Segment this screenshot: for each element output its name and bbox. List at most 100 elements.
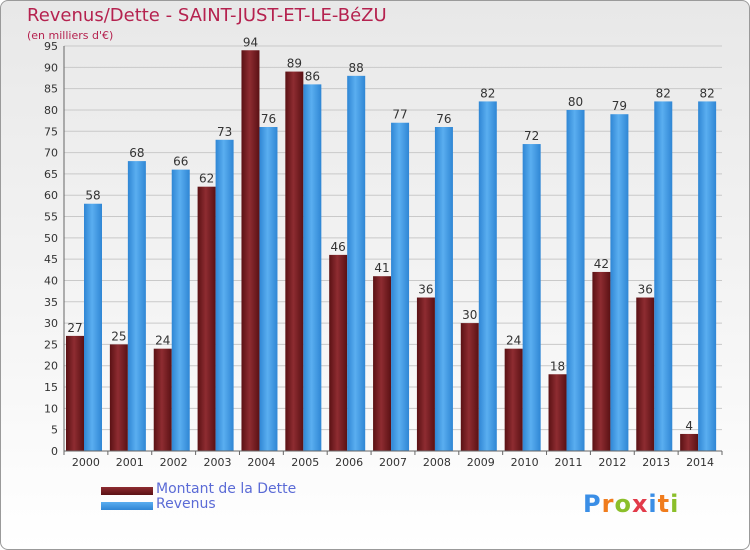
- x-tick-label: 2005: [291, 456, 319, 469]
- bar-revenus: [610, 114, 629, 452]
- bar-revenus: [478, 101, 497, 451]
- bar-revenus: [347, 75, 366, 451]
- y-tick-label: 20: [44, 360, 58, 373]
- bar-revenus: [391, 122, 410, 451]
- x-tick-label: 2000: [72, 456, 100, 469]
- data-label-revenus: 72: [524, 129, 539, 143]
- y-tick-label: 85: [44, 83, 58, 96]
- y-tick-label: 80: [44, 104, 58, 117]
- legend-label-dette: Montant de la Dette: [156, 481, 297, 497]
- x-tick-label: 2010: [511, 456, 539, 469]
- bar-revenus: [215, 139, 234, 451]
- bar-dette: [504, 348, 523, 451]
- y-tick-label: 75: [44, 125, 58, 138]
- data-label-revenus: 82: [480, 86, 495, 100]
- data-label-revenus: 80: [568, 95, 583, 109]
- data-label-dette: 4: [685, 419, 693, 433]
- y-tick-label: 95: [44, 40, 58, 53]
- y-tick-label: 10: [44, 402, 58, 415]
- x-tick-label: 2004: [247, 456, 275, 469]
- y-tick-label: 50: [44, 232, 58, 245]
- x-tick-label: 2008: [423, 456, 451, 469]
- bar-revenus: [259, 127, 278, 451]
- bar-dette: [416, 297, 435, 451]
- bar-dette: [680, 433, 699, 451]
- legend-swatch-dette: [101, 487, 153, 495]
- x-tick-label: 2009: [467, 456, 495, 469]
- bar-dette: [548, 374, 567, 451]
- data-label-revenus: 76: [436, 112, 451, 126]
- chart-title: Revenus/Dette - SAINT-JUST-ET-LE-BéZU: [27, 5, 387, 26]
- y-tick-label: 90: [44, 61, 58, 74]
- x-tick-label: 2006: [335, 456, 363, 469]
- data-label-revenus: 76: [261, 112, 276, 126]
- data-label-revenus: 86: [305, 69, 320, 83]
- y-tick-label: 70: [44, 147, 58, 160]
- data-label-revenus: 66: [173, 155, 188, 169]
- bar-dette: [153, 348, 172, 451]
- logo-letter: r: [601, 490, 615, 518]
- data-label-revenus: 88: [349, 61, 364, 75]
- bar-revenus: [434, 127, 453, 451]
- bar-revenus: [84, 203, 102, 451]
- data-label-dette: 46: [331, 240, 346, 254]
- data-label-dette: 27: [67, 321, 82, 335]
- data-label-dette: 24: [155, 334, 170, 348]
- y-tick-label: 40: [44, 274, 58, 287]
- bar-revenus: [127, 161, 146, 451]
- bar-dette: [285, 71, 304, 451]
- x-tick-label: 2007: [379, 456, 407, 469]
- bar-revenus: [698, 101, 717, 451]
- data-label-revenus: 58: [85, 189, 100, 203]
- data-label-revenus: 82: [699, 86, 714, 100]
- legend-label-revenus: Revenus: [156, 496, 216, 512]
- bar-dette: [460, 323, 479, 451]
- y-tick-label: 35: [44, 296, 58, 309]
- data-label-dette: 36: [418, 283, 433, 297]
- data-label-dette: 41: [374, 261, 389, 275]
- bar-dette: [197, 186, 216, 451]
- bar-dette: [241, 50, 260, 452]
- bar-revenus: [171, 169, 190, 451]
- data-label-revenus: 68: [129, 146, 144, 160]
- bar-revenus: [566, 109, 585, 452]
- logo-letter: P: [583, 490, 602, 518]
- logo-letter: i: [670, 490, 680, 518]
- y-tick-label: 0: [51, 445, 58, 458]
- x-tick-label: 2003: [204, 456, 232, 469]
- data-label-dette: 30: [462, 308, 477, 322]
- x-tick-label: 2002: [160, 456, 188, 469]
- legend-swatch-revenus: [101, 502, 153, 510]
- y-tick-label: 60: [44, 189, 58, 202]
- logo-letter: t: [657, 490, 671, 518]
- data-label-dette: 18: [550, 359, 565, 373]
- data-label-dette: 89: [287, 57, 302, 71]
- y-tick-label: 25: [44, 338, 58, 351]
- x-tick-label: 2014: [686, 456, 714, 469]
- data-label-revenus: 77: [392, 108, 407, 122]
- y-tick-label: 5: [51, 424, 58, 437]
- data-label-revenus: 79: [612, 99, 627, 113]
- bar-dette: [329, 254, 348, 451]
- x-tick-label: 2013: [642, 456, 670, 469]
- bar-dette: [636, 297, 655, 451]
- bar-dette: [66, 335, 84, 451]
- bar-revenus: [654, 101, 673, 451]
- logo-letter: x: [631, 490, 649, 518]
- data-label-revenus: 82: [656, 86, 671, 100]
- x-tick-label: 2011: [554, 456, 582, 469]
- bar-dette: [373, 276, 392, 451]
- bar-revenus: [303, 84, 322, 452]
- y-tick-label: 30: [44, 317, 58, 330]
- data-label-dette: 62: [199, 172, 214, 186]
- bar-dette: [109, 344, 128, 451]
- y-tick-label: 55: [44, 211, 58, 224]
- x-tick-label: 2001: [116, 456, 144, 469]
- logo-letter: i: [648, 490, 658, 518]
- data-label-dette: 25: [111, 329, 126, 343]
- chart-subtitle: (en milliers d'€): [27, 29, 114, 42]
- y-tick-label: 65: [44, 168, 58, 181]
- data-label-dette: 24: [506, 334, 521, 348]
